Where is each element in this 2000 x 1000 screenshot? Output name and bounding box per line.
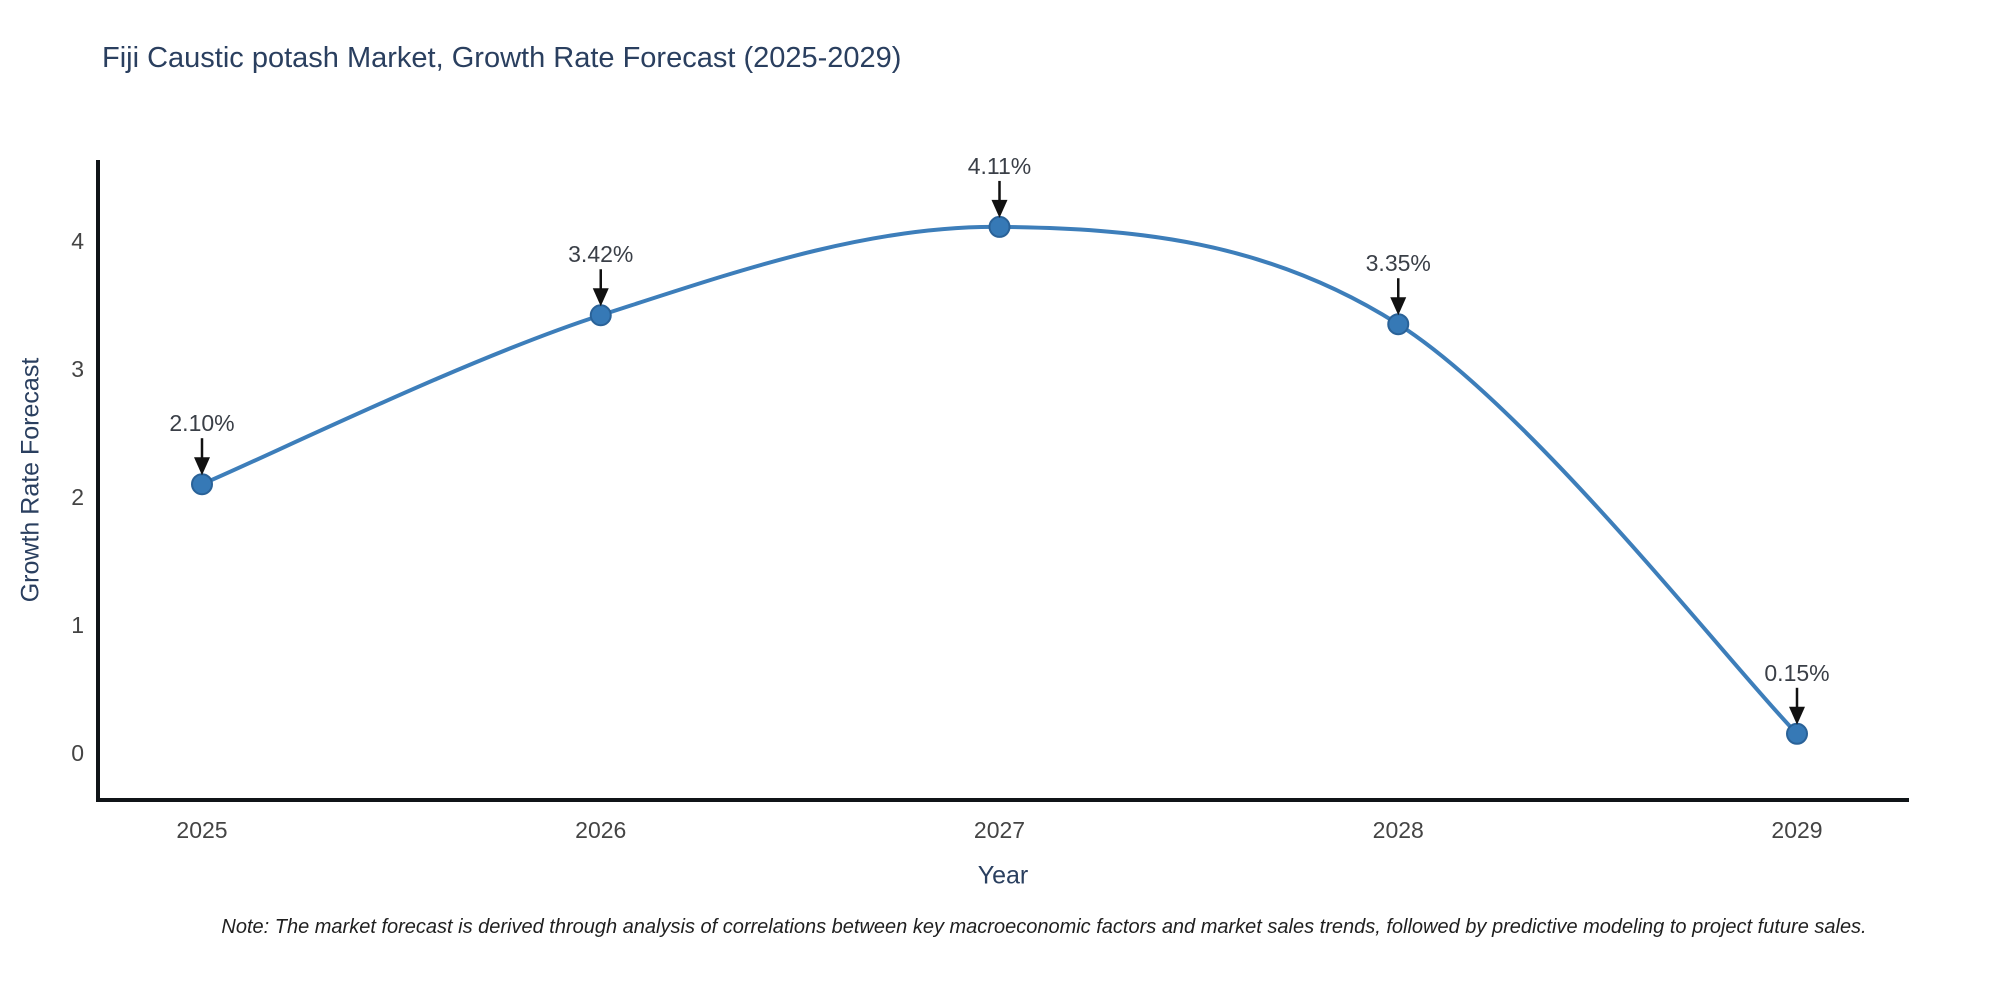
x-tick-label: 2029 xyxy=(1771,817,1822,843)
data-point xyxy=(988,215,1011,238)
chart-title: Fiji Caustic potash Market, Growth Rate … xyxy=(102,42,902,74)
data-point xyxy=(1786,722,1808,745)
x-tick-label: 2026 xyxy=(575,817,626,843)
annotation-arrow-head xyxy=(592,288,609,307)
data-point-label: 4.11% xyxy=(968,153,1032,179)
x-tick-label: 2025 xyxy=(176,817,227,843)
x-tick-label: 2027 xyxy=(974,817,1025,843)
data-point xyxy=(589,304,612,327)
annotation-arrow-head xyxy=(991,199,1008,218)
annotation-arrow-head xyxy=(1789,706,1805,725)
data-point-label: 3.42% xyxy=(568,241,633,267)
data-point-label: 3.35% xyxy=(1366,250,1431,276)
x-tick-label: 2028 xyxy=(1373,817,1424,843)
y-tick-label: 2 xyxy=(71,484,84,510)
y-tick-label: 4 xyxy=(71,228,84,254)
y-tick-label: 1 xyxy=(71,612,84,638)
annotation-arrow-head xyxy=(1390,297,1407,316)
data-point-label: 2.10% xyxy=(169,410,234,436)
y-axis-title: Growth Rate Forecast xyxy=(16,357,45,603)
y-tick-label: 3 xyxy=(71,356,84,382)
x-axis-title: Year xyxy=(977,861,1029,890)
data-point-label: 0.15% xyxy=(1764,660,1829,686)
trend-line xyxy=(200,224,1799,736)
data-point xyxy=(191,473,213,496)
annotation-arrow-head xyxy=(194,457,210,476)
data-point xyxy=(1387,313,1410,336)
chart-footnote: Note: The market forecast is derived thr… xyxy=(221,916,1867,938)
y-tick-label: 0 xyxy=(71,740,84,766)
